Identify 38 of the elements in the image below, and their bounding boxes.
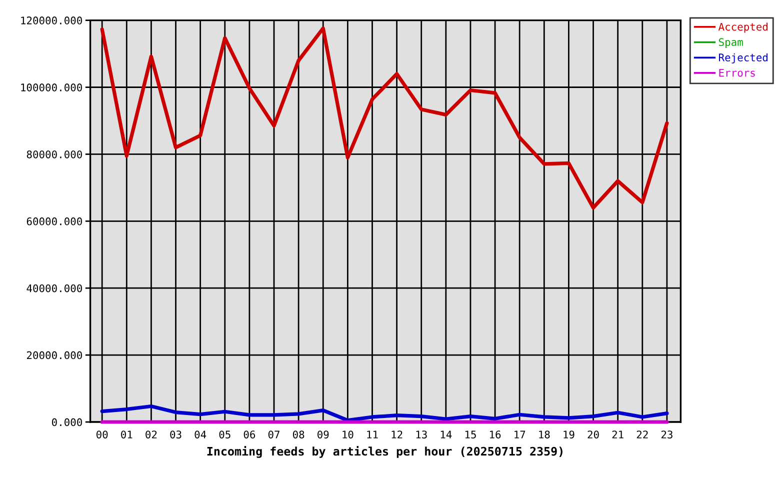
x-tick-label: 05	[219, 430, 230, 438]
x-tick-label: 07	[268, 430, 280, 438]
x-axis-title: Incoming feeds by articles per hour (20250715 2359)	[207, 446, 562, 458]
legend-label: Accepted	[718, 22, 768, 33]
y-tick-label: 20000.000	[26, 351, 82, 360]
x-tick-label: 00	[96, 430, 108, 438]
y-tick-label: 40000.000	[26, 284, 82, 292]
x-tick-label: 15	[465, 430, 476, 438]
y-tick-label: 0.000	[52, 418, 82, 426]
y-tick-label: 120000.000	[21, 16, 82, 24]
x-tick-label: 12	[392, 430, 402, 438]
x-tick-label: 21	[612, 430, 624, 438]
y-tick-label: 80000.000	[26, 150, 82, 158]
x-tick-label: 18	[539, 430, 550, 438]
line-series	[100, 26, 669, 210]
x-tick-label: 20	[588, 430, 599, 438]
x-tick-label: 08	[292, 430, 304, 438]
line-series	[100, 404, 669, 422]
legend-label: Errors	[719, 68, 755, 77]
x-tick-label: 11	[367, 430, 378, 438]
x-tick-label: 14	[440, 430, 452, 438]
x-tick-label: 16	[490, 430, 501, 438]
x-tick-label: 06	[244, 430, 256, 438]
x-tick-label: 17	[514, 430, 526, 438]
x-tick-label: 22	[636, 430, 648, 438]
legend-label: Rejected	[719, 53, 768, 64]
x-tick-label: 13	[416, 430, 427, 438]
y-tick-label: 100000.000	[21, 84, 82, 92]
x-tick-label: 04	[194, 430, 206, 438]
x-tick-label: 10	[342, 430, 354, 438]
y-tick-label: 60000.000	[26, 217, 82, 226]
x-tick-label: 09	[318, 430, 329, 438]
x-tick-label: 02	[146, 430, 157, 438]
x-tick-label: 01	[121, 430, 132, 438]
x-tick-label: 03	[170, 430, 182, 438]
legend-label: Spam	[718, 38, 743, 48]
x-tick-label: 23	[661, 430, 672, 438]
x-tick-label: 19	[564, 430, 574, 438]
